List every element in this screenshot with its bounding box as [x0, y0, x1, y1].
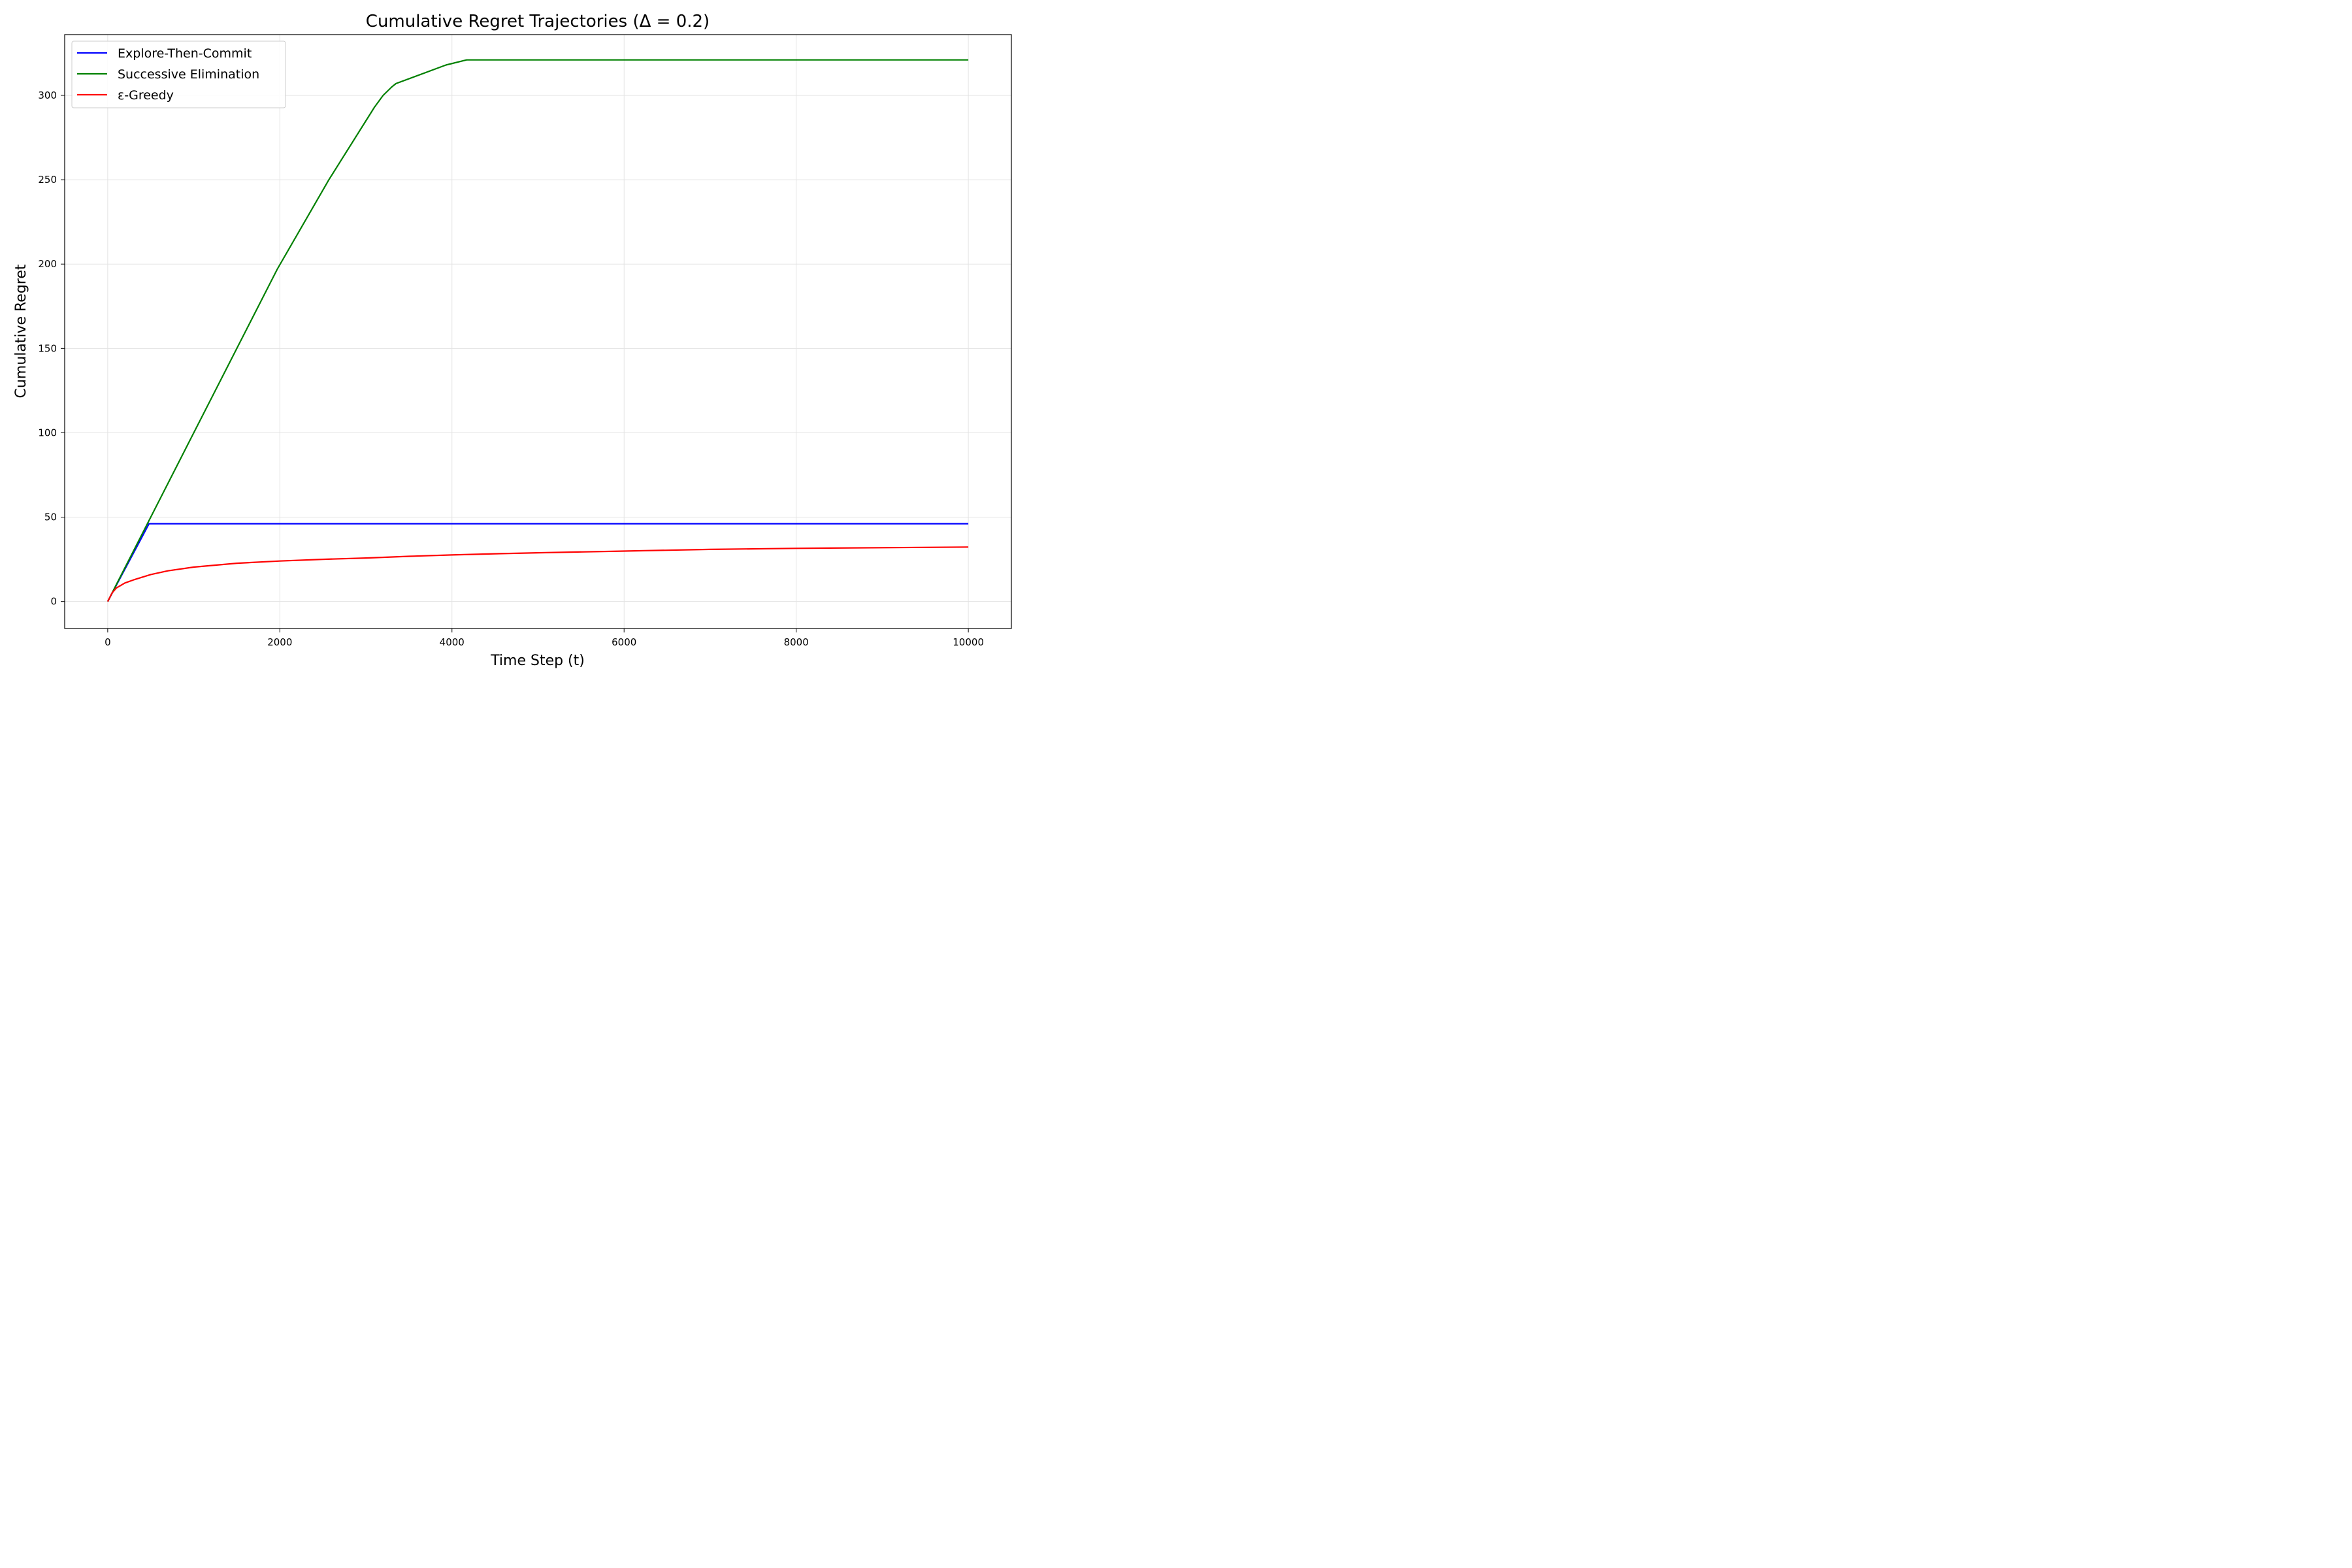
y-tick-label: 300	[38, 90, 57, 101]
axis-ticks: 0 2000 4000 6000 8000 10000 0 50 100 150 200 250 300	[38, 90, 984, 648]
series-line-epsilon-greedy	[106, 546, 969, 602]
y-axis-title: Cumulative Regret	[13, 264, 29, 398]
grid	[65, 35, 1011, 629]
chart-title: Cumulative Regret Trajectories (Δ = 0.2)	[366, 12, 710, 31]
figure-background	[0, 0, 1022, 682]
y-tick-label: 150	[38, 342, 57, 354]
x-tick-label: 10000	[953, 636, 984, 648]
x-tick-label: 6000	[612, 636, 636, 648]
regret-line-chart: 0 2000 4000 6000 8000 10000 0 50 100 150 200 250 300…	[0, 0, 1022, 682]
x-tick-label: 4000	[440, 636, 465, 648]
x-tick-label: 2000	[267, 636, 292, 648]
y-tick-label: 0	[50, 596, 57, 608]
y-tick-label: 50	[44, 512, 57, 523]
plot-area-frame	[64, 34, 1012, 629]
legend: Explore-Then-Commit Successive Eliminati…	[71, 41, 286, 108]
legend-label-successive-elimination: Successive Elimination	[118, 67, 259, 82]
legend-label-explore-then-commit: Explore-Then-Commit	[118, 46, 252, 61]
y-tick-label: 100	[38, 427, 57, 438]
legend-label-epsilon-greedy: ε-Greedy	[118, 88, 174, 103]
series-lines	[106, 59, 969, 602]
y-tick-label: 250	[38, 174, 57, 186]
x-tick-label: 8000	[784, 636, 809, 648]
x-axis-title: Time Step (t)	[490, 653, 585, 669]
x-tick-label: 0	[105, 636, 111, 648]
series-line-successive-elimination	[106, 59, 969, 602]
y-tick-label: 200	[38, 258, 57, 270]
legend-box	[71, 41, 286, 108]
